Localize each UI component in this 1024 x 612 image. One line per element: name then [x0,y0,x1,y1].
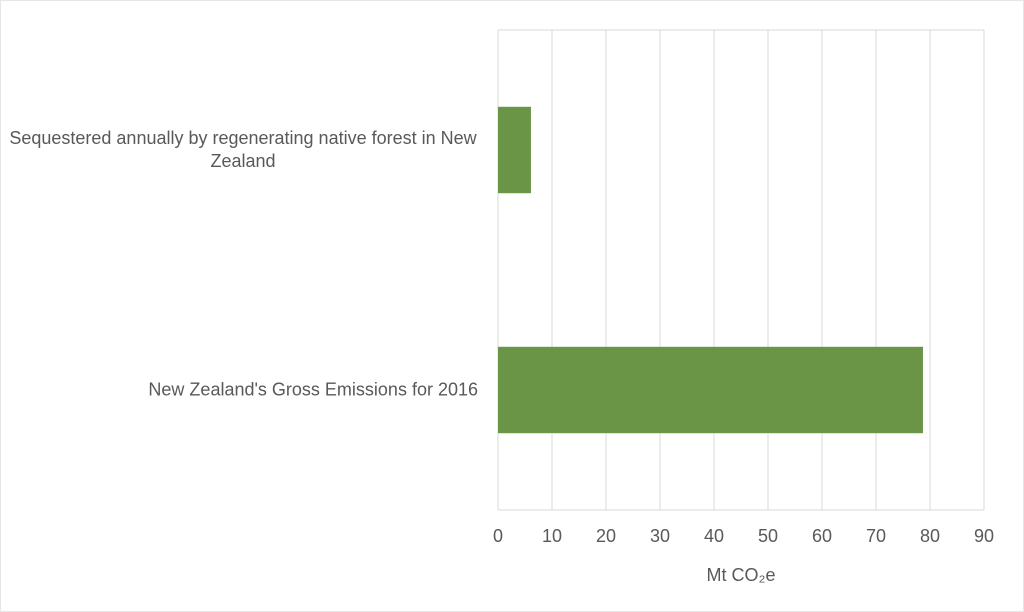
y-tick-label: Sequestered annually by regenerating nat… [9,128,477,171]
x-tick-label: 40 [704,526,724,546]
y-tick-label: New Zealand's Gross Emissions for 2016 [148,379,478,400]
x-tick-label: 70 [866,526,886,546]
bar [498,346,923,434]
x-tick-label: 50 [758,526,778,546]
x-axis-label: Mt CO₂e [707,565,776,585]
x-tick-label: 90 [974,526,994,546]
x-tick-label: 0 [493,526,503,546]
x-tick-label: 10 [542,526,562,546]
x-tick-label: 60 [812,526,832,546]
x-tick-label: 80 [920,526,940,546]
bar [498,106,531,194]
x-tick-label: 20 [596,526,616,546]
x-tick-label: 30 [650,526,670,546]
